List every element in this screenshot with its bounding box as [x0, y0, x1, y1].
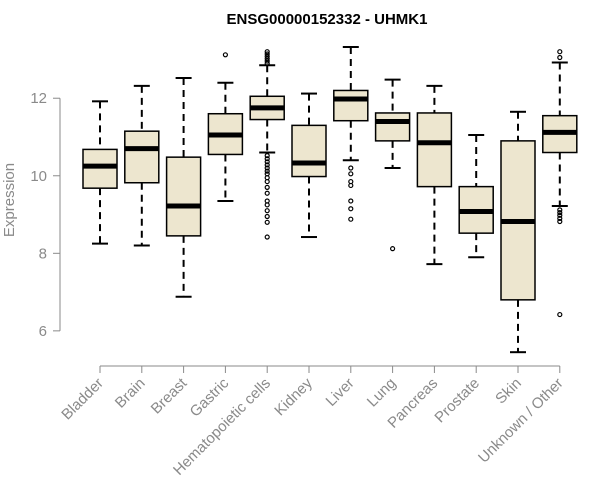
box-iqr: [333, 89, 369, 122]
outlier-point: [264, 162, 270, 168]
x-tick-label: Brain: [112, 375, 149, 412]
box-brain: [124, 84, 160, 247]
box-iqr: [165, 156, 202, 237]
outlier-point: [557, 49, 563, 55]
box-bladder: [82, 100, 118, 245]
outlier-point: [348, 178, 354, 185]
outlier-point: [264, 208, 270, 214]
x-tick-label: Prostate: [431, 375, 483, 427]
box-iqr: [82, 148, 118, 189]
box-lung: [374, 78, 411, 252]
outlier-point: [557, 54, 563, 61]
box-liver: [333, 46, 369, 222]
outlier-point: [264, 53, 270, 59]
x-tick-label: Breast: [148, 374, 191, 417]
outlier-point: [557, 207, 563, 213]
outlier-point: [348, 198, 354, 204]
box-hematopoietic-cells: [249, 49, 285, 240]
box-iqr: [374, 112, 411, 142]
box-breast: [165, 77, 202, 298]
y-axis-label: Expression: [1, 163, 18, 237]
outlier-point: [348, 165, 354, 171]
outlier-point: [264, 184, 270, 190]
x-tick-label: Skin: [492, 375, 525, 408]
y-axis: 6 8 10 12: [30, 90, 61, 340]
outlier-point: [348, 206, 354, 212]
outlier-point: [264, 156, 270, 162]
x-tick-label: Bladder: [58, 375, 107, 424]
x-tick-label: Lung: [364, 375, 400, 411]
outlier-point: [264, 190, 270, 196]
outlier-point: [557, 311, 563, 318]
x-tick-label: Liver: [323, 375, 358, 410]
box-iqr: [416, 112, 453, 188]
box-gastric: [207, 52, 244, 202]
y-tick-label: 10: [30, 168, 47, 185]
outlier-point: [557, 218, 563, 225]
box-iqr: [124, 130, 160, 184]
outlier-point: [264, 234, 270, 240]
box-prostate: [458, 134, 494, 259]
outlier-point: [264, 213, 270, 220]
outlier-point: [264, 171, 270, 177]
x-tick-label: Kidney: [271, 374, 316, 419]
chart-title: ENSG00000152332 - UHMK1: [227, 11, 428, 28]
outlier-point: [264, 60, 270, 66]
y-tick-label: 8: [39, 245, 47, 262]
outlier-point: [348, 216, 354, 222]
outlier-point: [264, 49, 270, 55]
y-tick-label: 12: [30, 90, 47, 107]
box-skin: [500, 110, 536, 354]
outlier-point: [264, 159, 270, 165]
outlier-point: [390, 246, 396, 252]
outlier-point: [264, 168, 270, 174]
box-pancreas: [416, 84, 453, 266]
outlier-point: [557, 215, 563, 222]
outlier-point: [264, 198, 270, 204]
y-tick-label: 6: [39, 323, 47, 340]
outlier-point: [264, 58, 270, 64]
box-unknown-other: [542, 49, 578, 318]
outlier-point: [264, 51, 270, 57]
outlier-point: [557, 212, 563, 218]
outlier-point: [222, 52, 228, 58]
outlier-point: [264, 56, 270, 62]
outlier-point: [264, 165, 270, 171]
outlier-point: [264, 219, 270, 225]
boxes-group: [82, 46, 578, 354]
box-iqr: [291, 124, 327, 178]
outlier-point: [348, 171, 354, 177]
outlier-point: [557, 210, 563, 216]
outlier-point: [264, 153, 270, 159]
box-kidney: [291, 92, 327, 239]
